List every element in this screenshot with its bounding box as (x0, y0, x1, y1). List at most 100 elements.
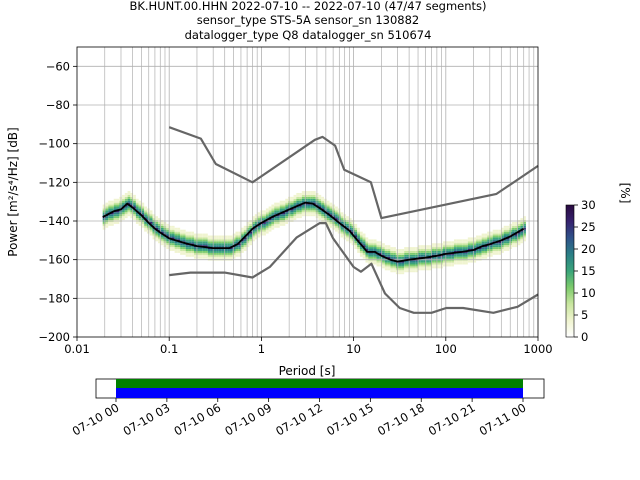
heatmap-cell (451, 264, 454, 267)
heatmap-cell (218, 241, 222, 244)
heatmap-cell (166, 227, 170, 230)
heatmap-cell (415, 270, 419, 273)
heatmap-cell (210, 235, 214, 238)
heatmap-cell (196, 239, 200, 242)
heatmap-cell (423, 247, 427, 250)
heatmap-cell (235, 250, 239, 253)
heatmap-cell (243, 247, 247, 250)
heatmap-cell (310, 191, 313, 193)
heatmap-cell (235, 249, 239, 251)
heatmap-cell (373, 254, 377, 257)
heatmap-cell (323, 218, 327, 221)
heatmap-cell (216, 235, 219, 238)
heatmap-cell (376, 241, 380, 244)
heatmap-cell (509, 247, 513, 250)
heatmap-cell (301, 191, 305, 193)
heatmap-cell (329, 208, 333, 211)
heatmap-cell (160, 229, 164, 232)
heatmap-cell (202, 241, 206, 244)
heatmap-cell (390, 270, 394, 273)
heatmap-cell (110, 221, 114, 224)
heatmap-cell (227, 239, 230, 242)
heatmap-cell (205, 241, 208, 244)
heatmap-cell (476, 252, 479, 255)
heatmap-cell (160, 231, 164, 234)
heatmap-cell (296, 196, 300, 199)
heatmap-cell (359, 233, 363, 236)
heatmap-cell (105, 223, 109, 226)
heatmap-cell (130, 202, 134, 205)
heatmap-cell (130, 198, 134, 201)
heatmap-cell (116, 216, 120, 219)
heatmap-cell (138, 218, 142, 221)
heatmap-cell (229, 256, 233, 259)
heatmap-cell (382, 252, 385, 255)
heatmap-cell (205, 256, 208, 259)
heatmap-cell (177, 233, 181, 236)
heatmap-cell (362, 243, 366, 246)
heatmap-cell (321, 204, 324, 207)
heatmap-cell (188, 249, 192, 251)
heatmap-cell (138, 206, 142, 209)
heatmap-cell (451, 245, 454, 248)
heatmap-cell (224, 239, 228, 242)
heatmap-cell (193, 252, 197, 255)
heatmap-cell (227, 256, 230, 259)
heatmap-cell (418, 262, 421, 265)
heatmap-cell (335, 218, 338, 221)
heatmap-cell (241, 247, 244, 250)
heatmap-cell (158, 227, 161, 230)
heatmap-cell (299, 202, 302, 205)
heatmap-cell (166, 225, 170, 228)
heatmap-cell (503, 233, 507, 236)
heatmap-cell (227, 254, 230, 257)
heatmap-cell (390, 256, 394, 259)
heatmap-cell (351, 237, 355, 240)
heatmap-cell (152, 221, 156, 224)
heatmap-cell (307, 210, 311, 213)
heatmap-cell (124, 208, 128, 211)
heatmap-cell (207, 249, 211, 251)
heatmap-cell (235, 247, 239, 250)
heatmap-cell (326, 210, 330, 213)
heatmap-cell (252, 229, 255, 232)
heatmap-cell (517, 239, 521, 242)
heatmap-cell (404, 268, 407, 271)
heatmap-cell (249, 227, 253, 230)
heatmap-cell (141, 223, 145, 226)
heatmap-cell (196, 254, 200, 257)
heatmap-cell (481, 254, 485, 257)
heatmap-cell (412, 264, 416, 267)
heatmap-cell (285, 198, 289, 201)
heatmap-cell (357, 250, 360, 253)
heatmap-cell (304, 208, 308, 211)
heatmap-cell (484, 233, 488, 236)
heatmap-cell (437, 264, 441, 267)
heatmap-cell (199, 233, 203, 236)
heatmap-cell (506, 233, 510, 236)
heatmap-cell (180, 249, 183, 251)
heatmap-cell (213, 237, 217, 240)
heatmap-cell (254, 237, 258, 240)
heatmap-cell (318, 210, 322, 213)
heatmap-cell (506, 239, 510, 242)
heatmap-cell (102, 225, 106, 228)
heatmap-cell (213, 256, 217, 259)
heatmap-cell (135, 206, 139, 209)
heatmap-cell (431, 243, 435, 246)
heatmap-cell (299, 208, 302, 211)
heatmap-cell (373, 245, 377, 248)
heatmap-cell (412, 254, 416, 257)
heatmap-cell (323, 198, 327, 201)
heatmap-cell (274, 221, 277, 224)
heatmap-cell (382, 243, 385, 246)
heatmap-cell (453, 256, 457, 259)
heatmap-cell (478, 256, 482, 259)
heatmap-cell (434, 252, 438, 255)
heatmap-cell (146, 223, 150, 226)
heatmap-cell (254, 227, 258, 230)
heatmap-cell (296, 212, 300, 215)
heatmap-cell (310, 194, 313, 197)
heatmap-cell (465, 249, 468, 251)
